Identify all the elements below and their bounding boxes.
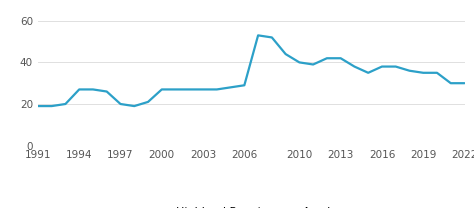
Legend: Highland Renaissance Academy: Highland Renaissance Academy [144,203,359,208]
